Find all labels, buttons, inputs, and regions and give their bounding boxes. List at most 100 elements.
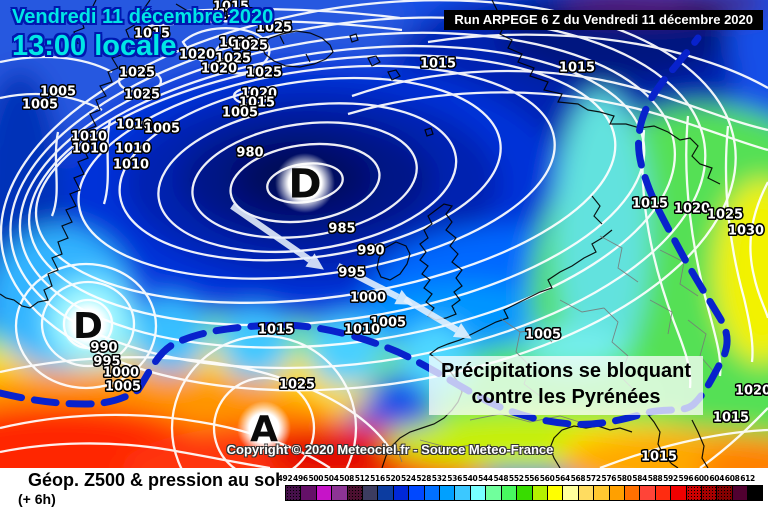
legend-tick-label: 536 — [447, 474, 462, 483]
legend-cell — [392, 485, 409, 501]
legend-cell — [439, 485, 455, 501]
pressure-label: 1020 — [735, 384, 768, 399]
flow-arrow-shaft — [403, 296, 459, 333]
legend-tick-label: 604 — [709, 474, 725, 483]
legend-tick-label: 568 — [570, 474, 586, 483]
legend-tick-label: 596 — [678, 474, 694, 483]
legend-tick-label: 564 — [555, 474, 570, 483]
pressure-label: 1010 — [116, 118, 152, 133]
run-banner: Run ARPEGE 6 Z du Vendredi 11 décembre 2… — [444, 10, 763, 30]
legend-tick-label: 612 — [740, 474, 755, 483]
pressure-label: 985 — [328, 222, 355, 237]
legend-cell — [577, 485, 594, 501]
pressure-label: 1025 — [232, 39, 268, 54]
pressure-label: 1015 — [559, 61, 595, 76]
pressure-centers: D D A — [61, 153, 335, 455]
pressure-label: 1015 — [632, 197, 668, 212]
legend-cell — [408, 485, 424, 501]
legend-tick-label: 592 — [663, 474, 678, 483]
chart-title: Géop. Z500 & pression au sol — [28, 470, 281, 490]
pressure-center-glow — [275, 153, 335, 213]
legend-tick-label: 576 — [601, 474, 617, 483]
legend-tick-label: 548 — [493, 474, 509, 483]
pressure-label: 1005 — [105, 380, 141, 395]
legend-tick-label: 496 — [293, 474, 308, 483]
pressure-label: 990 — [357, 244, 384, 259]
legend-bar — [285, 485, 763, 501]
pressure-label: 1025 — [119, 66, 155, 81]
legend-cell — [593, 485, 609, 501]
legend-cell — [654, 485, 671, 501]
legend-cell — [516, 485, 532, 501]
legend-tick-label: 552 — [508, 474, 524, 483]
legend-tick-label: 516 — [370, 474, 385, 483]
legend-tick-label: 608 — [724, 474, 740, 483]
country-borders — [395, 235, 715, 463]
flow-arrows — [230, 203, 472, 339]
pressure-label: 990 — [90, 341, 117, 356]
front-line — [0, 34, 731, 428]
pressure-center-glow — [61, 298, 115, 352]
flow-arrow-head — [305, 253, 324, 270]
pressure-label: 1010 — [71, 130, 107, 145]
legend-cell — [747, 485, 763, 501]
legend-tick-label: 520 — [385, 474, 401, 483]
legend-tick-label: 600 — [693, 474, 709, 483]
legend-cell — [608, 485, 624, 501]
flow-arrow-head — [452, 323, 472, 339]
copyright-label: Copyright © 2020 Meteociel.fr - Source M… — [226, 442, 554, 457]
pressure-label: 1015 — [258, 323, 294, 338]
legend-tick-label: 532 — [431, 474, 447, 483]
legend-cell — [731, 485, 748, 501]
annotation-box: Précipitations se bloquant contre les Py… — [429, 356, 703, 415]
pressure-label: 1015 — [239, 96, 275, 111]
pressure-label: 1015 — [420, 57, 456, 72]
pressure-label: 1015 — [134, 27, 170, 42]
pressure-label: 1010 — [72, 142, 108, 157]
pressure-label: 980 — [236, 146, 263, 161]
pressure-label: 1010 — [113, 158, 149, 173]
legend-cell — [377, 485, 393, 501]
legend-tick-label: 504 — [323, 474, 339, 483]
pressure-label: 1020 — [674, 202, 710, 217]
pressure-label: 1005 — [144, 122, 180, 137]
legend-cell — [454, 485, 470, 501]
legend-tick-label: 524 — [400, 474, 416, 483]
legend-tick-label: 492 — [277, 474, 293, 483]
pressure-label: 1005 — [525, 328, 561, 343]
legend-cell — [469, 485, 486, 501]
legend: 492 496 500 504 508 512 516 520 524 528 532 536 540 5… — [278, 474, 765, 510]
legend-cell — [300, 485, 316, 501]
pressure-label: 1020 — [201, 62, 237, 77]
time-label: 13:00 locale — [12, 30, 177, 62]
legend-cell — [700, 485, 717, 501]
pressure-label: 1005 — [40, 85, 76, 100]
legend-tick-label: 508 — [339, 474, 355, 483]
legend-tick-label: 512 — [354, 474, 370, 483]
footer-strip: Géop. Z500 & pression au sol (+ 6h) 492 4… — [0, 468, 768, 512]
pressure-label: 1015 — [713, 411, 749, 426]
legend-cell — [315, 485, 332, 501]
pressure-label: 1005 — [370, 316, 406, 331]
annotation-line2: contre les Pyrénées — [471, 386, 661, 409]
pressure-label: 1025 — [279, 378, 315, 393]
pressure-label: 1010 — [344, 323, 380, 338]
legend-cell — [362, 485, 378, 501]
pressure-label: 1025 — [215, 52, 251, 67]
pressure-label: 1005 — [222, 106, 258, 121]
legend-cell — [716, 485, 732, 501]
legend-tick-label: 588 — [647, 474, 663, 483]
pressure-center-letter: D — [288, 161, 321, 207]
legend-tick-label: 540 — [462, 474, 478, 483]
legend-cell — [562, 485, 578, 501]
pressure-label: 1020 — [219, 36, 255, 51]
flow-arrow-shaft — [336, 263, 400, 300]
legend-tick-label: 572 — [586, 474, 601, 483]
pressure-label: 1015 — [218, 8, 254, 23]
legend-cell — [423, 485, 440, 501]
pressure-label: 995 — [338, 266, 365, 281]
pressure-label: 1025 — [124, 88, 160, 103]
